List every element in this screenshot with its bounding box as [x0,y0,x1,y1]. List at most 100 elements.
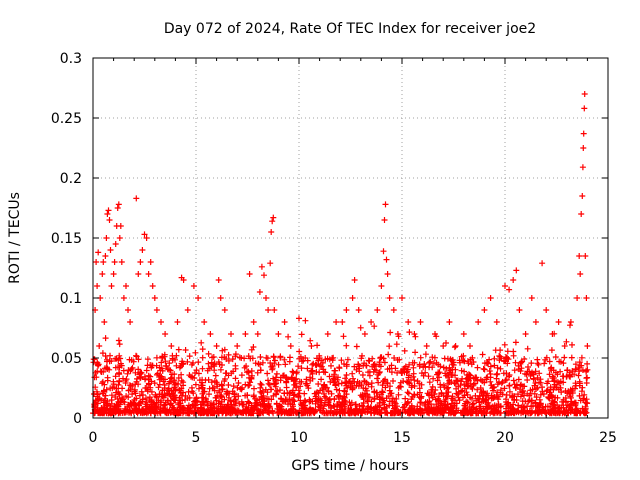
data-point [399,295,405,301]
scatter-band-point [378,391,385,398]
scatter-band-point [364,404,371,411]
scatter-band-point [578,388,585,395]
scatter-band-point [429,408,436,415]
scatter-band-point [465,360,472,367]
scatter-band-point [192,381,199,388]
scatter-band-point [449,366,456,373]
scatter-band-point [448,400,455,407]
data-point [324,331,331,337]
scatter-band-point [501,341,508,348]
scatter-band-point [222,376,228,382]
scatter-band-point [506,382,513,389]
data-point [339,319,346,325]
scatter-band-point [491,355,498,362]
data-point [256,289,263,295]
scatter-band-point [581,391,588,398]
scatter-band-point [473,397,480,404]
scatter-band-point [346,399,353,406]
scatter-band-point [510,352,517,359]
scatter-band-point [376,370,383,376]
scatter-band-point [325,388,332,395]
scatter-band-point [312,395,319,402]
scatter-band-point [144,356,151,363]
scatter-band-point [295,394,302,401]
scatter-band-point [235,380,242,386]
scatter-band-point [540,391,547,397]
scatter-band-point [281,390,288,397]
scatter-band-point [504,348,511,355]
scatter-band-point [124,370,131,377]
scatter-band-point [329,355,336,362]
scatter-band-point [151,380,158,387]
scatter-band-point [208,359,215,366]
scatter-band-point [251,385,257,392]
y-tick-label: 0.1 [60,291,82,307]
data-point [516,307,523,313]
scatter-band-point [402,395,409,402]
scatter-band-point [426,392,433,399]
data-point [95,249,102,256]
data-point [221,307,228,313]
scatter-band-point [582,410,589,417]
scatter-band-point [411,392,418,399]
data-point [116,235,123,241]
data-point [405,319,412,325]
scatter-band-point [211,387,218,394]
scatter-band-point [535,361,542,368]
data-point [583,295,590,301]
scatter-band-point [344,356,351,363]
scatter-band-point [272,357,278,364]
scatter-band-point [170,409,177,416]
scatter-band-point [515,402,522,409]
scatter-band-point [496,393,502,400]
scatter-band-point [445,384,452,391]
scatter-band-point [115,381,122,388]
scatter-band-point [207,407,213,414]
scatter-band-point [358,410,365,417]
scatter-band-point [108,392,115,399]
scatter-band-point [262,386,269,393]
scatter-band-point [172,356,178,363]
scatter-band-point [502,377,509,384]
scatter-band-point [454,377,461,384]
scatter-band-point [363,379,370,386]
scatter-band-point [134,375,140,382]
scatter-band-point [113,408,120,415]
scatter-band-point [205,350,212,357]
scatter-band-point [371,389,378,396]
data-point [106,217,113,223]
scatter-band-point [566,403,573,410]
scatter-band-point [549,373,556,380]
scatter-band-point [478,410,485,417]
scatter-band-point [527,372,534,379]
scatter-band-point [176,364,183,371]
scatter-band-point [546,371,553,378]
scatter-band-point [143,395,149,402]
scatter-band-point [497,403,504,410]
scatter-band-point [303,376,310,383]
axis-ticks [92,57,609,419]
scatter-band-point [451,344,458,351]
scatter-band-point [161,402,168,409]
scatter-band-point [365,357,372,364]
scatter-band-point [414,403,421,410]
scatter-band-point [347,402,354,409]
scatter-band-point [354,378,361,385]
data-point [137,259,144,265]
scatter-band-point [340,333,347,340]
scatter-band-point [209,354,216,361]
scatter-band-point [394,357,401,363]
scatter-band-point [492,347,499,354]
scatter-band-point [458,388,465,395]
data-point [522,331,529,337]
scatter-band-point [307,337,314,344]
scatter-band-point [388,362,395,369]
y-tick-label: 0.2 [60,171,82,187]
scatter-band-point [537,391,544,398]
scatter-band-point [320,405,327,412]
scatter-band-point [297,397,304,404]
scatter-band-point [387,329,394,336]
scatter-band-point [539,404,546,411]
data-point [349,295,356,301]
scatter-band-point [268,386,275,393]
